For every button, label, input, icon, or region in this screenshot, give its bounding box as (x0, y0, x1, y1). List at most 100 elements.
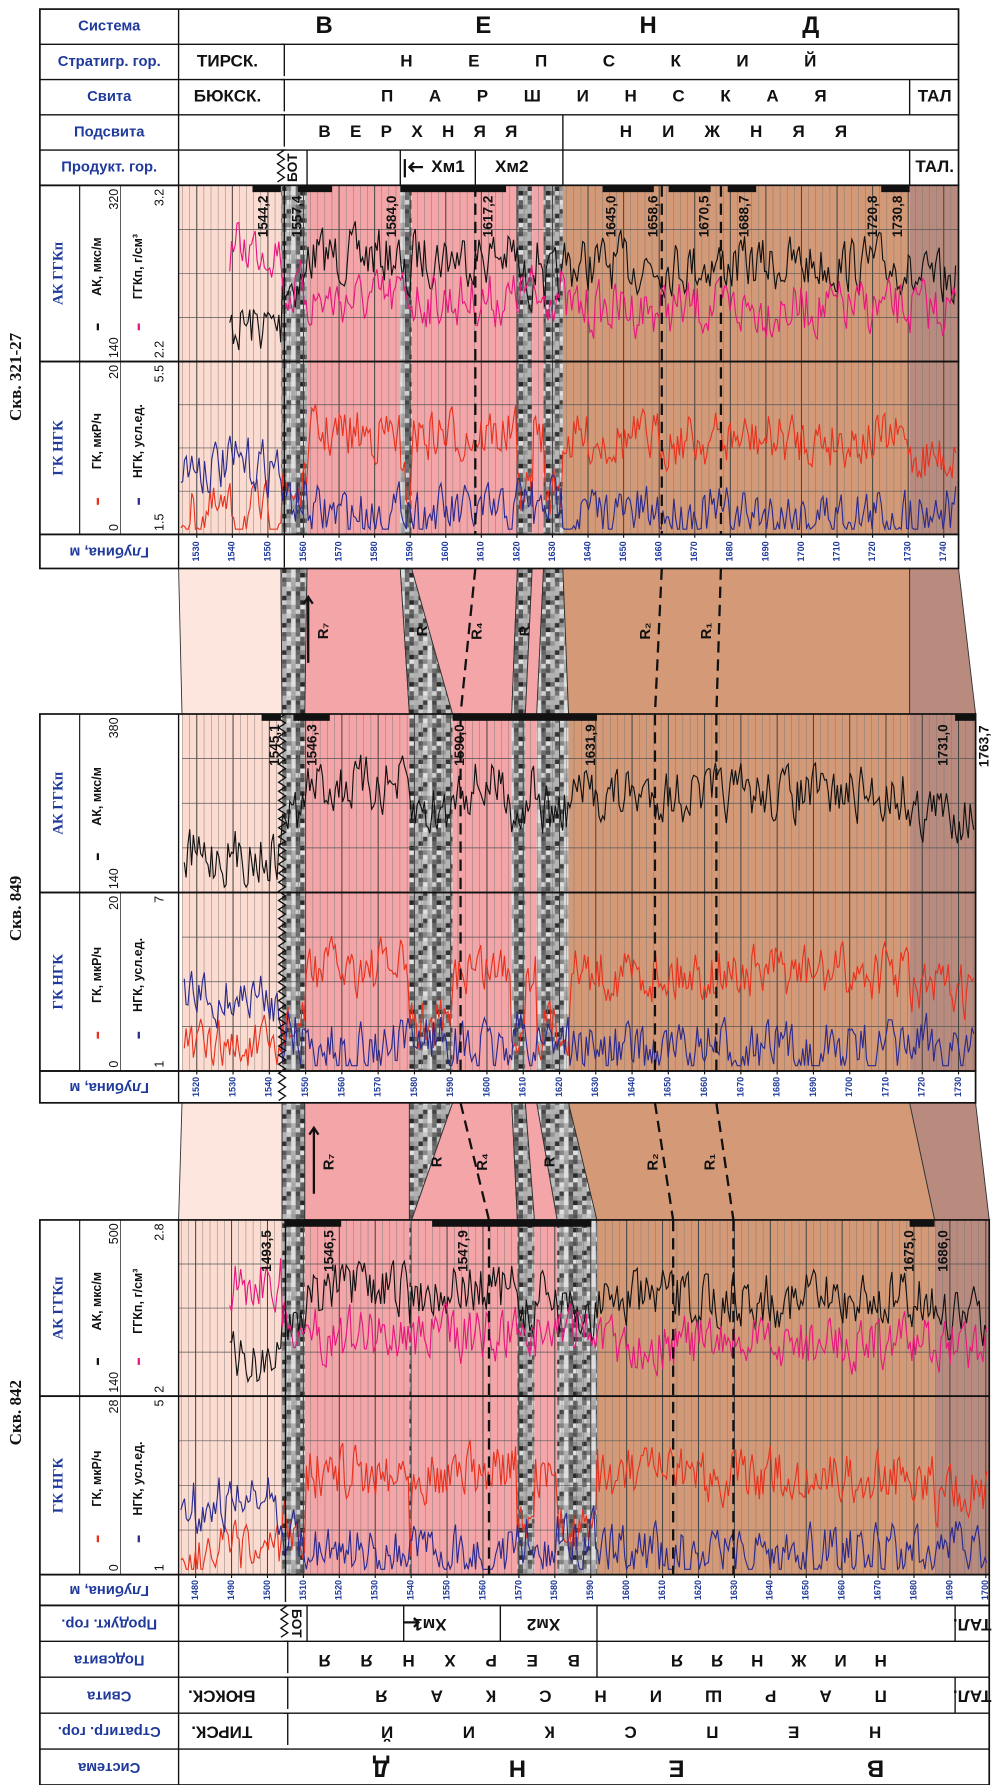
depth-tick-label: 1620 (693, 1580, 703, 1600)
marker-bar (252, 185, 281, 193)
arrow (403, 1617, 421, 1628)
scale-max: 5 (153, 1400, 167, 1407)
lithology-zone (532, 185, 544, 535)
arrow (308, 1125, 320, 1194)
header-frame (39, 8, 960, 187)
depth-tick-label: 1660 (654, 541, 664, 561)
header-label: Подсвита (73, 1651, 144, 1667)
correlation-dash (459, 568, 477, 715)
correlation-dash (653, 1102, 675, 1221)
depth-tick-label: 1680 (908, 1580, 918, 1600)
header-label: Свита (86, 1687, 131, 1703)
lithology-zone (934, 1219, 990, 1575)
depth-tick-label: 1500 (262, 1580, 272, 1600)
marker-label: 1763,7 (976, 725, 991, 767)
curve-label: НГК, усл.ед. (131, 1442, 145, 1516)
depth-tick-label: 1540 (264, 1077, 274, 1097)
scale-min: 140 (107, 868, 121, 889)
correlation-label: R₁ (699, 623, 715, 640)
depth-tick-label: 1480 (190, 1580, 200, 1600)
correlation-dash (653, 568, 663, 715)
depth-tick-label: 1610 (657, 1580, 667, 1600)
marker-label: 1584,0 (384, 195, 399, 237)
depth-tick-label: 1610 (476, 541, 486, 561)
marker-bar (293, 714, 330, 721)
scale-max: 2.8 (153, 1223, 167, 1240)
depth-tick-label: 1720 (917, 1077, 927, 1097)
track-title: ГК НГК (51, 954, 67, 1010)
log-curve (180, 1439, 988, 1570)
marker-bar (400, 185, 507, 193)
depth-tick-label: 1670 (735, 1077, 745, 1097)
track-title: ГК НГК (51, 1457, 67, 1513)
unconformity (280, 184, 286, 568)
scale-min: 1 (153, 1061, 167, 1068)
depth-tick-label: 1710 (831, 541, 841, 561)
correlation-label: R (415, 625, 431, 636)
depth-tick-label: 1690 (944, 1580, 954, 1600)
header-label: Система (77, 1759, 140, 1775)
depth-tick-label: 1600 (621, 1580, 631, 1600)
correlation-label: R₂ (646, 1153, 662, 1170)
depth-tick-label: 1570 (373, 1077, 383, 1097)
track-title: АК ГГКп (51, 1276, 67, 1340)
depth-tick-label: 1560 (298, 541, 308, 561)
depth-tick-label: 1690 (808, 1077, 818, 1097)
correlation-label: R (430, 1156, 446, 1167)
scale-min: 0 (107, 1061, 121, 1068)
depth-tick-label: 1640 (626, 1077, 636, 1097)
depth-tick-label: 1490 (226, 1580, 236, 1600)
depth-tick-label: 1620 (511, 541, 521, 561)
correlation-label: R₂ (638, 622, 654, 639)
curve-label: НГК, усл.ед. (131, 938, 145, 1012)
curve-label: ГК, мкР/ч (90, 413, 104, 469)
scale-min: 1 (153, 1564, 167, 1571)
depth-tick-label: 1630 (729, 1580, 739, 1600)
depth-axis-title: Глубина, м (69, 1582, 149, 1598)
depth-tick-label: 1510 (298, 1580, 308, 1600)
header-label: Продукт. гор. (61, 160, 157, 176)
header-cell: Е (475, 12, 491, 39)
header-cell: Хм1 (431, 157, 464, 176)
scale-min: 140 (107, 337, 121, 358)
scale-min: 140 (107, 1372, 121, 1393)
depth-axis-title: Глубина, м (69, 1079, 149, 1095)
marker-label: 1675,0 (901, 1230, 916, 1272)
correlation-zone (281, 1102, 306, 1221)
header-cell: В (315, 12, 332, 39)
depth-tick-label: 1570 (513, 1580, 523, 1600)
scale-max: 28 (107, 1400, 121, 1414)
header-cell: Н (509, 1755, 526, 1782)
depth-tick-label: 1530 (370, 1580, 380, 1600)
header-cell: В (867, 1755, 884, 1782)
lithology-zone (562, 185, 910, 535)
marker-bar (432, 1219, 592, 1227)
depth-tick-label: 1730 (953, 1077, 963, 1097)
marker-label: 1688,7 (736, 196, 751, 238)
depth-tick-label: 1730 (903, 541, 913, 561)
scale-min: 2 (153, 1386, 167, 1393)
depth-tick-label: 1660 (699, 1077, 709, 1097)
lithology-zone (400, 185, 412, 535)
depth-tick-label: 1520 (191, 1077, 201, 1097)
marker-bar (668, 185, 711, 193)
scale-max: 3.2 (153, 189, 167, 206)
marker-label: 1546,5 (321, 1230, 336, 1272)
scale-min: 0 (107, 524, 121, 531)
correlation-zone (280, 568, 308, 715)
marker-bar (602, 185, 654, 193)
unconformity (277, 713, 288, 1102)
marker-bar (284, 1219, 342, 1227)
header-cell: БОТ (285, 153, 300, 182)
depth-tick-label: 1670 (872, 1580, 882, 1600)
correlation-label: R₇ (316, 623, 332, 640)
header-cell: ТИРСК. (197, 51, 258, 70)
header-label: Стратигр. гор. (58, 1723, 161, 1739)
curve-label: ГК, мкР/ч (90, 1450, 104, 1506)
header-cell: Д (372, 1755, 389, 1782)
scale-min: 1.5 (153, 514, 167, 531)
marker-label: 1557,4 (290, 195, 305, 237)
depth-tick-label: 1550 (441, 1580, 451, 1600)
depth-tick-label: 1700 (980, 1580, 990, 1600)
